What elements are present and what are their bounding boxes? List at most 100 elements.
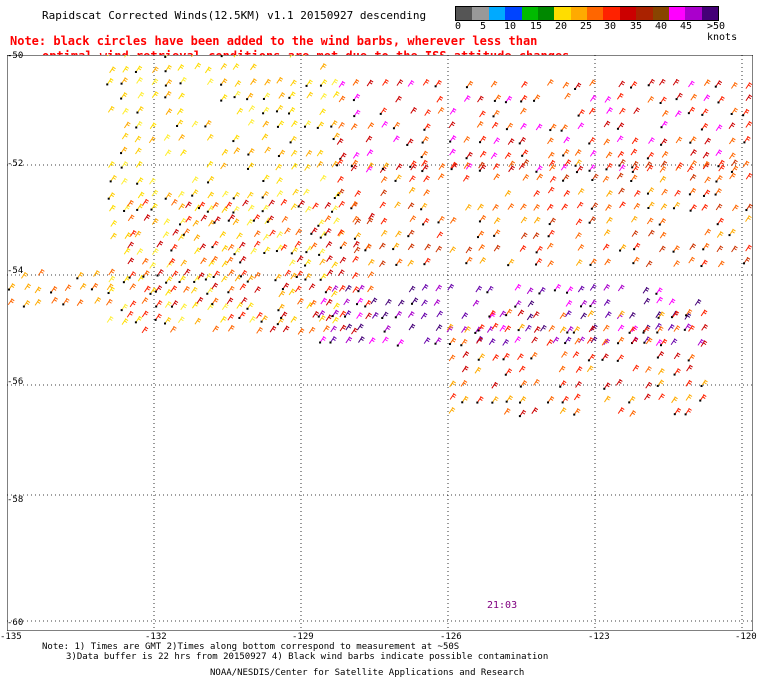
wind-barb	[332, 132, 340, 141]
wind-barb	[618, 310, 625, 318]
note-line-1: Note: black circles have been added to t…	[10, 34, 538, 48]
wind-barb	[367, 122, 375, 129]
wind-barb	[320, 93, 327, 100]
wind-barb	[319, 258, 326, 266]
wind-barb	[318, 315, 326, 322]
wind-barb	[149, 122, 157, 130]
wind-barb	[697, 338, 705, 346]
wind-barb	[675, 92, 683, 101]
wind-barb	[535, 258, 543, 266]
wind-barb	[617, 151, 625, 158]
wind-barb	[290, 316, 298, 323]
wind-barb	[505, 395, 513, 403]
wind-barb	[266, 215, 275, 223]
wind-barb	[463, 95, 471, 102]
wind-barb	[172, 228, 179, 236]
wind-barb	[382, 336, 389, 344]
wind-barb	[185, 201, 192, 209]
wind-barb	[122, 107, 129, 115]
wind-barb	[308, 326, 316, 334]
wind-barb	[535, 123, 543, 131]
wind-barb	[34, 298, 42, 306]
wind-barb	[561, 351, 568, 358]
wind-barb	[433, 299, 441, 306]
wind-barb	[605, 162, 613, 171]
wind-barb	[655, 287, 663, 295]
wind-barb	[587, 310, 595, 317]
wind-barb	[461, 395, 469, 404]
wind-barb	[142, 270, 150, 278]
wind-barb	[505, 308, 513, 317]
wind-barb	[590, 202, 599, 210]
wind-barb	[183, 285, 190, 293]
wind-barb	[392, 242, 400, 251]
wind-barb	[675, 110, 682, 117]
wind-barb	[291, 162, 298, 170]
wind-barb	[246, 162, 255, 170]
wind-barb	[492, 354, 499, 361]
wind-barb	[296, 255, 304, 263]
wind-barb	[478, 244, 485, 251]
wind-barb	[395, 258, 403, 266]
wind-barb	[170, 244, 178, 252]
wind-barb	[645, 381, 652, 389]
wind-barb	[504, 95, 513, 104]
wind-barb	[587, 353, 596, 362]
wind-barb	[409, 160, 417, 168]
wind-barb	[645, 260, 653, 268]
wind-barb	[561, 395, 569, 404]
wind-barb	[465, 151, 473, 160]
wind-barb	[352, 286, 360, 293]
wind-barb	[232, 218, 240, 226]
wind-barb	[689, 174, 697, 181]
wind-barb	[717, 96, 725, 104]
wind-barb	[179, 217, 187, 226]
footer-note-2: 3)Data buffer is 22 hrs from 20150927 4)…	[66, 652, 549, 662]
wind-barb	[170, 285, 178, 293]
wind-barb	[297, 328, 305, 335]
wind-barb	[702, 151, 710, 159]
wind-barb	[324, 215, 332, 223]
wind-barb	[559, 312, 567, 320]
wind-barb	[644, 393, 651, 401]
wind-barb	[304, 164, 311, 171]
wind-barb	[603, 284, 611, 291]
wind-barb	[700, 309, 708, 317]
wind-barb	[126, 310, 134, 318]
wind-barb	[588, 137, 596, 145]
colorbar-segment	[456, 7, 473, 20]
wind-barb	[106, 316, 114, 323]
wind-barb	[589, 79, 596, 87]
wind-barb	[225, 201, 233, 209]
wind-barb	[502, 352, 510, 361]
wind-barb	[538, 287, 546, 295]
wind-barb	[499, 324, 507, 332]
wind-barb	[151, 218, 159, 225]
wind-barb	[728, 228, 736, 237]
colorbar-segment	[587, 7, 604, 20]
wind-barb	[292, 188, 300, 196]
wind-barb	[129, 300, 137, 308]
wind-barb	[472, 299, 480, 307]
wind-barb	[645, 337, 653, 345]
wind-barb	[178, 134, 185, 141]
wind-barb	[575, 232, 582, 239]
wind-barb	[94, 297, 102, 304]
wind-barb	[560, 124, 568, 132]
footer-credit: NOAA/NESDIS/Center for Satellite Applica…	[210, 668, 525, 678]
wind-barb	[234, 80, 242, 87]
wind-barb	[106, 78, 114, 86]
wind-barb	[603, 382, 611, 390]
wind-barb	[673, 325, 681, 332]
wind-barb	[289, 55, 296, 58]
wind-barb	[522, 174, 530, 181]
wind-barb	[178, 275, 186, 283]
wind-barb	[575, 366, 583, 373]
wind-barb	[191, 301, 199, 309]
wind-barb	[674, 189, 681, 197]
wind-barb	[276, 120, 285, 128]
wind-barb	[408, 285, 416, 293]
wind-barb	[134, 65, 143, 73]
wind-barb	[351, 201, 358, 208]
wind-barb	[490, 80, 498, 88]
